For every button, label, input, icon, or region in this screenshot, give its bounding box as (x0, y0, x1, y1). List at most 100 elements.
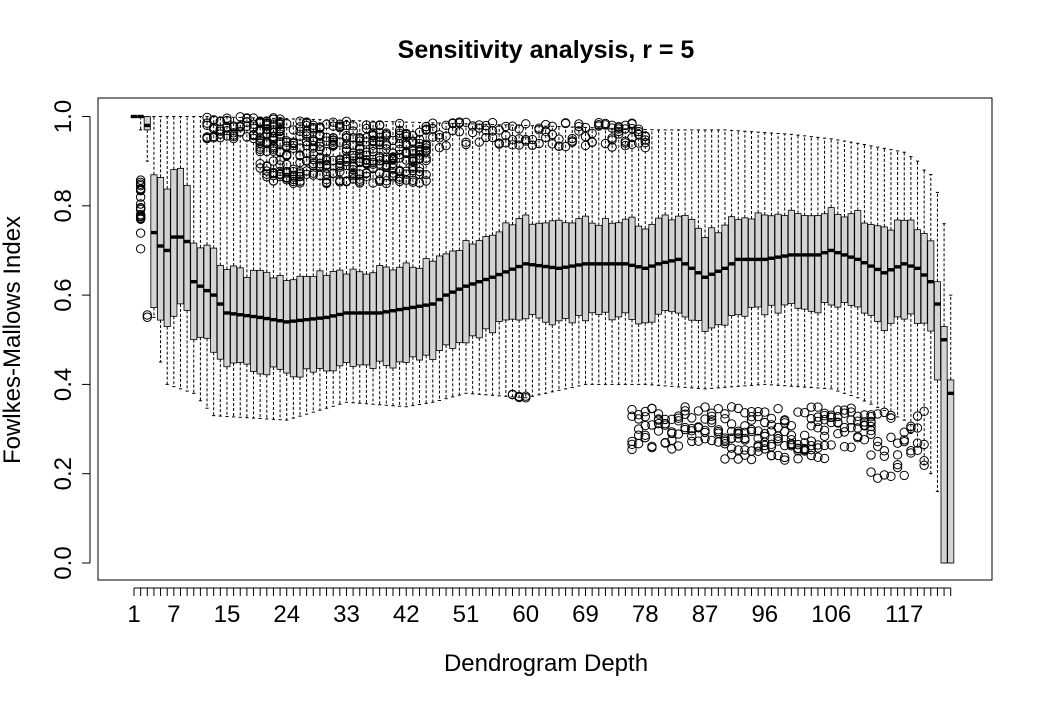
outlier-point (394, 149, 405, 160)
outlier-point (846, 422, 856, 433)
outlier-point (766, 450, 777, 461)
box (422, 258, 430, 356)
outlier-point (421, 155, 431, 166)
outlier-point (527, 140, 538, 150)
outlier-point (540, 132, 551, 143)
box (900, 219, 908, 320)
outlier-point (706, 435, 717, 446)
box (741, 217, 749, 317)
outlier-point (408, 149, 418, 159)
outlier-point (421, 140, 431, 150)
box (628, 216, 636, 320)
outlier-point (780, 440, 790, 451)
outlier-point (454, 127, 465, 137)
outlier-point (295, 171, 305, 182)
box (847, 213, 855, 306)
box (535, 222, 543, 319)
outlier-point (647, 420, 657, 430)
outlier-point (368, 128, 378, 138)
box (495, 231, 503, 322)
outlier-point (394, 139, 405, 149)
outlier-point (773, 431, 783, 441)
outlier-point (687, 413, 697, 423)
outlier-point (401, 148, 411, 159)
outlier-point (421, 176, 431, 186)
outlier-point (335, 177, 345, 187)
outlier-point (507, 140, 518, 150)
box (482, 236, 490, 330)
outlier-point (321, 132, 332, 143)
outlier-point (408, 177, 418, 187)
outlier-point (255, 163, 265, 173)
outlier-point (308, 124, 318, 134)
outlier-point (627, 119, 637, 129)
outlier-point (633, 126, 644, 137)
outlier-point (355, 156, 365, 167)
y-tick-label: 0.6 (50, 278, 77, 311)
outlier-point (315, 153, 325, 163)
box (648, 223, 656, 323)
box (475, 240, 483, 339)
box (336, 269, 344, 367)
outlier-point (640, 432, 650, 443)
outlier-point (733, 433, 743, 443)
box (641, 228, 649, 324)
box (283, 280, 291, 374)
outlier-point (693, 436, 704, 446)
outlier-point (733, 445, 743, 455)
box (834, 213, 842, 308)
outlier-point (282, 119, 292, 129)
outlier-point (614, 129, 624, 139)
chart-title: Sensitivity analysis, r = 5 (398, 36, 695, 64)
outlier-point (328, 121, 338, 131)
outlier-point (680, 406, 690, 416)
outlier-point (408, 156, 418, 166)
outlier-point (633, 124, 644, 134)
outlier-point (142, 312, 152, 322)
outlier-point (255, 138, 265, 149)
box (442, 253, 450, 346)
outlier-point (235, 112, 245, 122)
box (588, 222, 596, 314)
box (794, 213, 802, 309)
box (582, 215, 590, 322)
outlier-point (819, 410, 830, 421)
y-tick-label: 0.0 (50, 546, 77, 579)
outlier-point (813, 452, 823, 462)
outlier-point (328, 140, 338, 150)
box (821, 213, 829, 303)
outlier-point (746, 426, 757, 437)
outlier-point (660, 414, 670, 425)
outlier-point (315, 141, 325, 152)
outlier-point (620, 124, 631, 134)
box (681, 215, 689, 318)
outlier-point (434, 142, 445, 153)
outlier-point (859, 435, 870, 445)
outlier-point (414, 147, 425, 157)
outlier-point (760, 417, 770, 428)
outlier-point (799, 430, 810, 441)
outlier-point (428, 118, 438, 128)
outlier-point (301, 169, 312, 179)
outlier-point (467, 121, 478, 131)
y-tick-label: 1.0 (50, 100, 77, 133)
outlier-point (819, 440, 830, 451)
x-tick-label: 51 (453, 601, 480, 628)
outlier-point (487, 126, 498, 136)
outlier-point (726, 402, 737, 412)
outlier-point (501, 121, 511, 132)
outlier-point (713, 403, 724, 414)
box (781, 215, 789, 306)
outlier-point (421, 170, 431, 180)
outlier-point (348, 150, 358, 161)
box (223, 269, 231, 368)
outlier-point (381, 128, 392, 138)
outlier-point (414, 169, 425, 179)
box (548, 220, 556, 326)
outlier-point (328, 135, 338, 146)
outlier-point (706, 411, 717, 421)
outlier-point (919, 406, 929, 417)
outlier-point (448, 118, 458, 128)
outlier-point (866, 410, 876, 420)
outlier-point (627, 439, 637, 450)
